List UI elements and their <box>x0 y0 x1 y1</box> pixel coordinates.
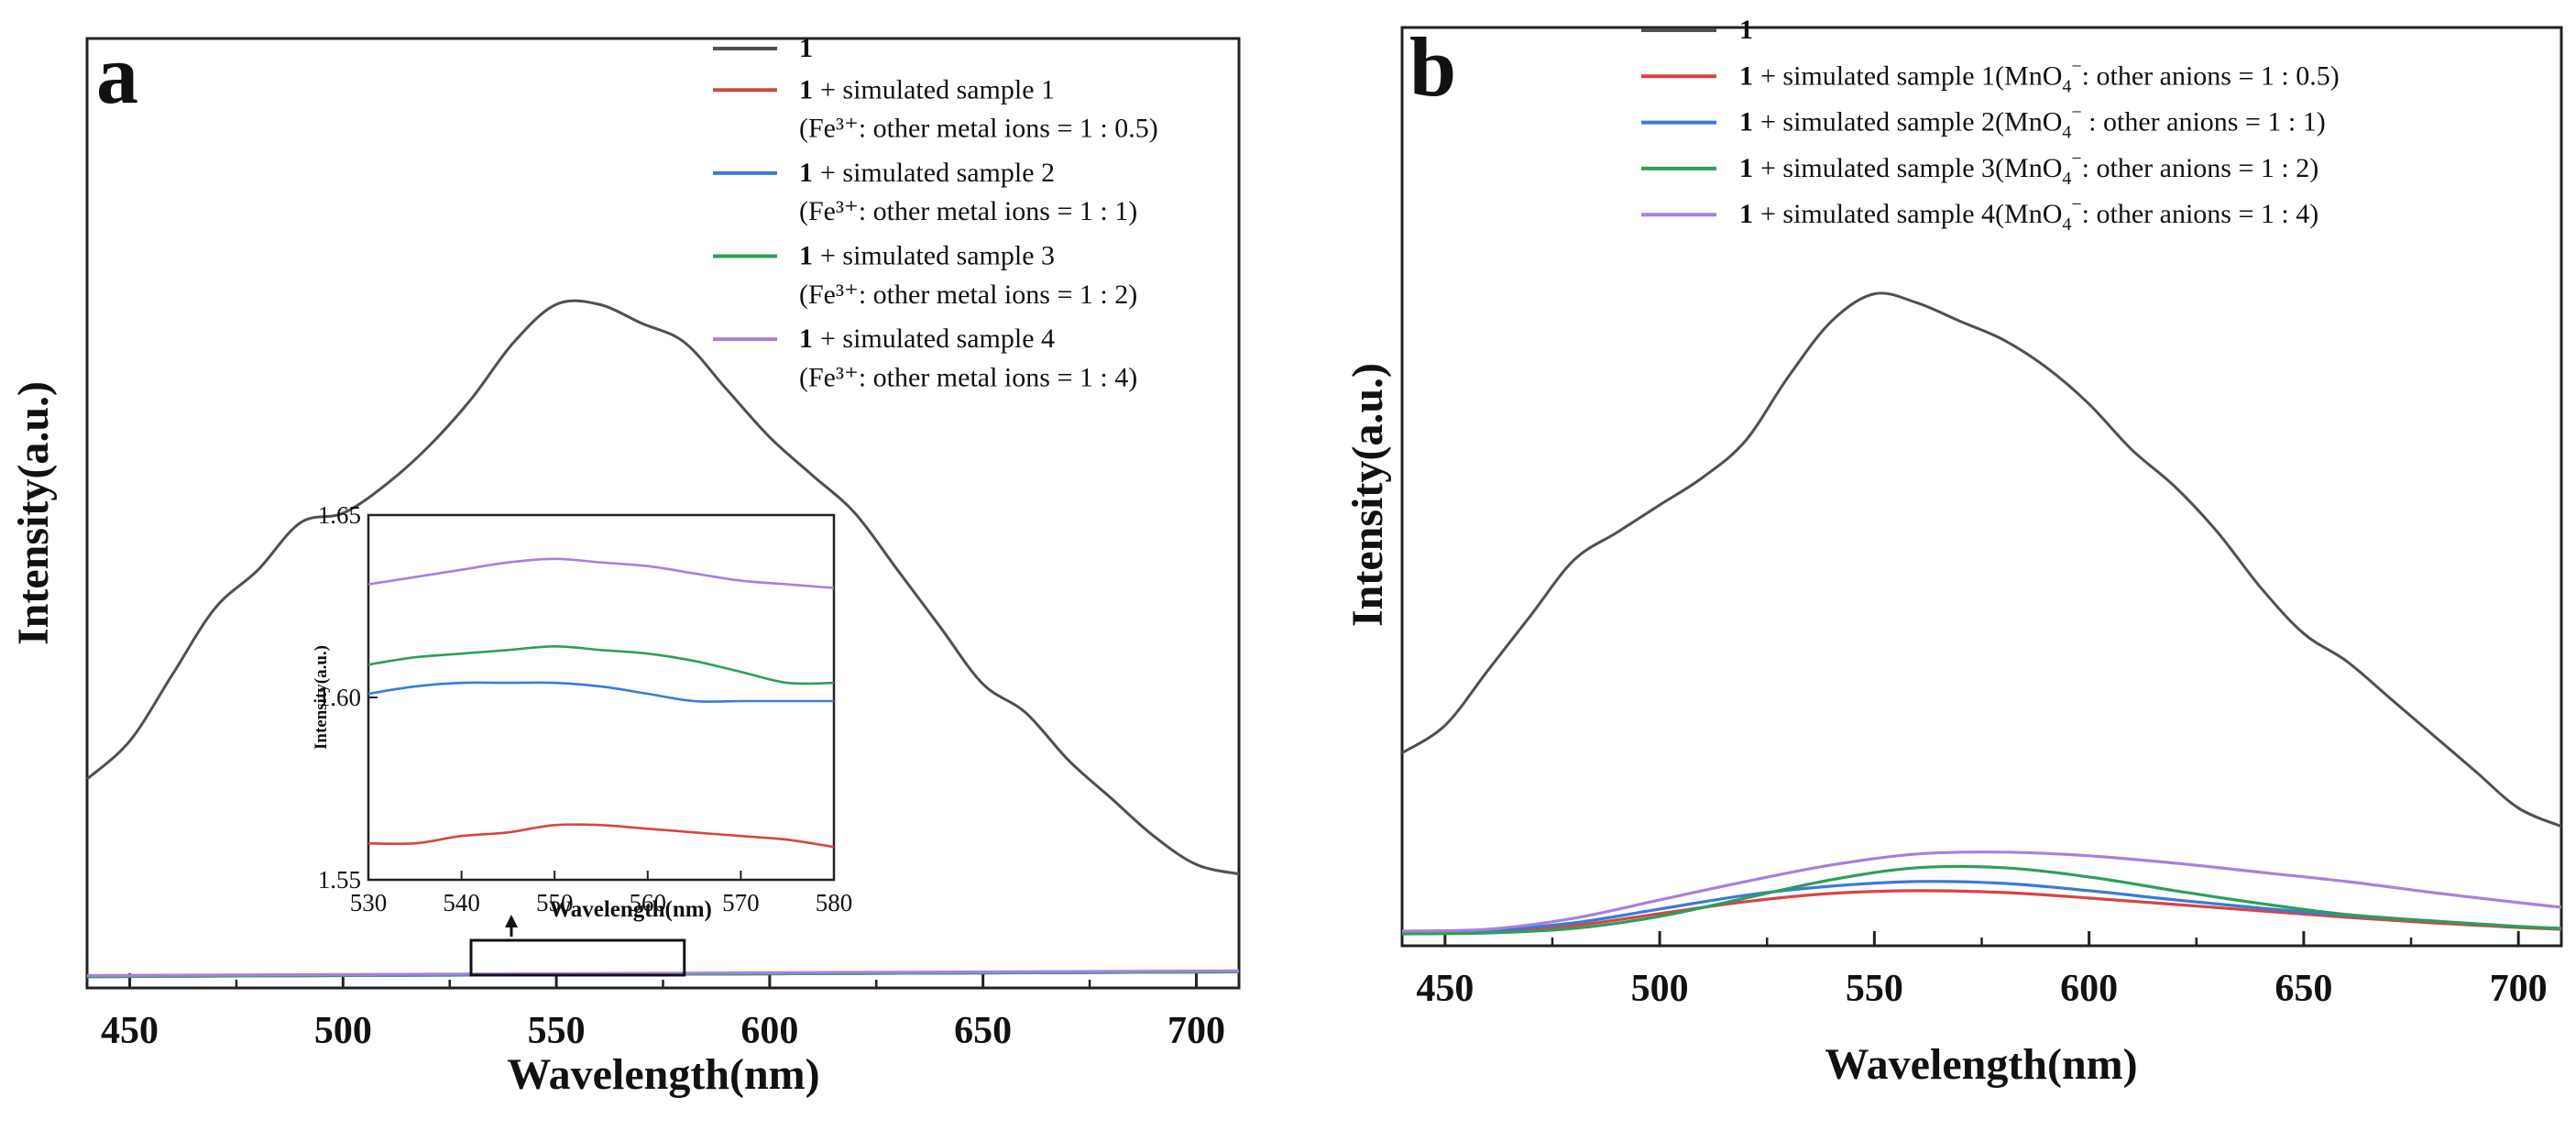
inset-x-tick-label: 580 <box>816 889 853 916</box>
inset-x-axis-title: Wavelength(nm) <box>549 897 712 922</box>
legend-sample-text: + simulated sample 4(MnO <box>1760 199 2062 229</box>
x-tick-label: 550 <box>528 1010 586 1052</box>
legend-superscript: − <box>2071 194 2081 214</box>
legend-sample-text: + simulated sample 3 <box>820 241 1055 271</box>
legend-ratio: : other anions = 1 : 2) <box>2082 153 2319 183</box>
series-line-3 <box>1401 864 2562 936</box>
series-line-0 <box>1401 291 2562 828</box>
series-line-1 <box>1401 889 2562 934</box>
legend: 11 + simulated sample 1(MnO4−: other anio… <box>1641 15 2340 235</box>
legend-sample-text: + simulated sample 1 <box>820 74 1055 104</box>
inset-y-tick-label: 1.55 <box>318 866 361 894</box>
panel-a: 450 500 550 600 650 700 Wavelength(nm) Intensit… <box>9 27 1241 1099</box>
inset-y-tick-label: 1.65 <box>318 501 361 529</box>
legend-superscript: − <box>2071 148 2081 169</box>
legend-label-0: 1 <box>1739 15 1753 45</box>
legend-sample-number: 1 <box>1739 60 1753 91</box>
x-axis-title: Wavelength(nm) <box>507 1050 819 1099</box>
x-tick-label: 700 <box>2490 968 2548 1010</box>
series-line-4 <box>1401 850 2562 933</box>
x-tick-label: 550 <box>1846 968 1903 1010</box>
x-axis-title: Wavelength(nm) <box>1825 1040 2137 1089</box>
x-tick-label: 600 <box>740 1010 798 1052</box>
inset-series-line-1 <box>367 681 834 703</box>
y-axis-title: Intensity(a.u.) <box>9 381 58 645</box>
legend-sample-number: 1 <box>799 241 813 271</box>
panel-b: 450 500 550 600 650 700 Wavelength(nm) Intensit… <box>1343 15 2563 1089</box>
x-tick-label: 500 <box>314 1010 372 1052</box>
legend-sample-number: 1 <box>1739 153 1753 183</box>
legend-ratio: : other anions = 1 : 0.5) <box>2082 60 2340 91</box>
legend-sample-text: + simulated sample 3(MnO <box>1760 153 2062 183</box>
legend-sample-text: + simulated sample 1(MnO <box>1760 60 2062 91</box>
legend-sublabel-1: (Fe³⁺: other metal ions = 1 : 0.5) <box>799 114 1158 144</box>
inset-x-tick-label: 530 <box>350 889 388 916</box>
legend-ratio: : other anions = 1 : 1) <box>2082 107 2326 137</box>
inset-series-line-0 <box>367 823 835 849</box>
inset-chart: 530 540 550 560 570 580 1.55 1.60 1.65 Wavelength… <box>312 501 853 977</box>
legend-sublabel-3: (Fe³⁺: other metal ions = 1 : 2) <box>799 280 1137 310</box>
legend: 11 + simulated sample 1(Fe³⁺: other metal… <box>713 33 1158 392</box>
x-tick-label: 650 <box>954 1010 1012 1052</box>
legend-label-2: 1 + simulated sample 2 <box>799 158 1055 188</box>
inset-frame <box>367 513 836 882</box>
legend-label-0: 1 <box>799 33 813 63</box>
legend-label-4: 1 + simulated sample 4 <box>799 324 1055 354</box>
panel-letter: b <box>1409 20 1456 114</box>
legend-sample-text: + simulated sample 2 <box>820 158 1055 188</box>
x-tick-label: 600 <box>2060 968 2118 1010</box>
inset-y-axis-title: Intensity(a.u.) <box>312 645 331 750</box>
legend-sublabel-4: (Fe³⁺: other metal ions = 1 : 4) <box>799 362 1137 392</box>
legend-sample-number: 1 <box>1739 199 1753 229</box>
legend-ratio: : other anions = 1 : 4) <box>2082 199 2319 229</box>
legend-sample-number: 1 <box>799 324 813 354</box>
legend-label-4: 1 + simulated sample 4(MnO4−: other anion… <box>1739 194 2318 235</box>
inset-x-tick-label: 550 <box>536 889 574 916</box>
panel-letter: a <box>96 27 138 121</box>
x-tick-label: 650 <box>2275 968 2332 1010</box>
legend-label-1: 1 + simulated sample 1 <box>799 74 1055 104</box>
series-line-4 <box>86 969 1240 978</box>
legend-sample-number: 1 <box>799 158 813 188</box>
legend-label-1: 1 + simulated sample 1(MnO4−: other anion… <box>1739 56 2340 96</box>
x-tick-label: 700 <box>1167 1010 1225 1052</box>
legend-subscript: 4 <box>2062 123 2071 143</box>
legend-sample-text: + simulated sample 4 <box>820 324 1055 354</box>
legend-label-3: 1 + simulated sample 3 <box>799 241 1055 271</box>
x-tick-label: 450 <box>101 1010 159 1052</box>
legend-label-3: 1 + simulated sample 3(MnO4−: other anion… <box>1739 148 2318 189</box>
x-tick-label: 500 <box>1631 968 1689 1010</box>
legend-label-2: 1 + simulated sample 2(MnO4− : other anio… <box>1739 103 2326 143</box>
inset-series-line-3 <box>367 557 835 589</box>
inset-x-tick-label: 570 <box>722 889 760 916</box>
legend-sample-number: 1 <box>1739 15 1753 45</box>
legend-sample-number: 1 <box>1739 107 1753 137</box>
inset-x-tick-label: 540 <box>443 889 480 916</box>
legend-sample-text: + simulated sample 2(MnO <box>1760 107 2062 137</box>
legend-subscript: 4 <box>2062 76 2071 96</box>
legend-superscript: − <box>2071 56 2081 76</box>
legend-sample-number: 1 <box>799 33 813 63</box>
inset-x-tick-label: 560 <box>630 889 667 916</box>
legend-sample-number: 1 <box>799 74 813 104</box>
legend-subscript: 4 <box>2062 169 2071 189</box>
legend-superscript: − <box>2071 103 2081 123</box>
y-axis-title: Intensity(a.u.) <box>1343 363 1392 627</box>
inset-series-line-2 <box>367 644 835 686</box>
x-tick-label: 450 <box>1416 968 1474 1010</box>
legend-sublabel-2: (Fe³⁺: other metal ions = 1 : 1) <box>799 196 1137 226</box>
zoom-box <box>469 938 686 977</box>
inset-y-tick-label: 1.60 <box>318 684 361 711</box>
series-line-0 <box>86 299 1240 876</box>
legend-subscript: 4 <box>2062 214 2071 235</box>
zoom-arrow-head <box>505 915 518 927</box>
